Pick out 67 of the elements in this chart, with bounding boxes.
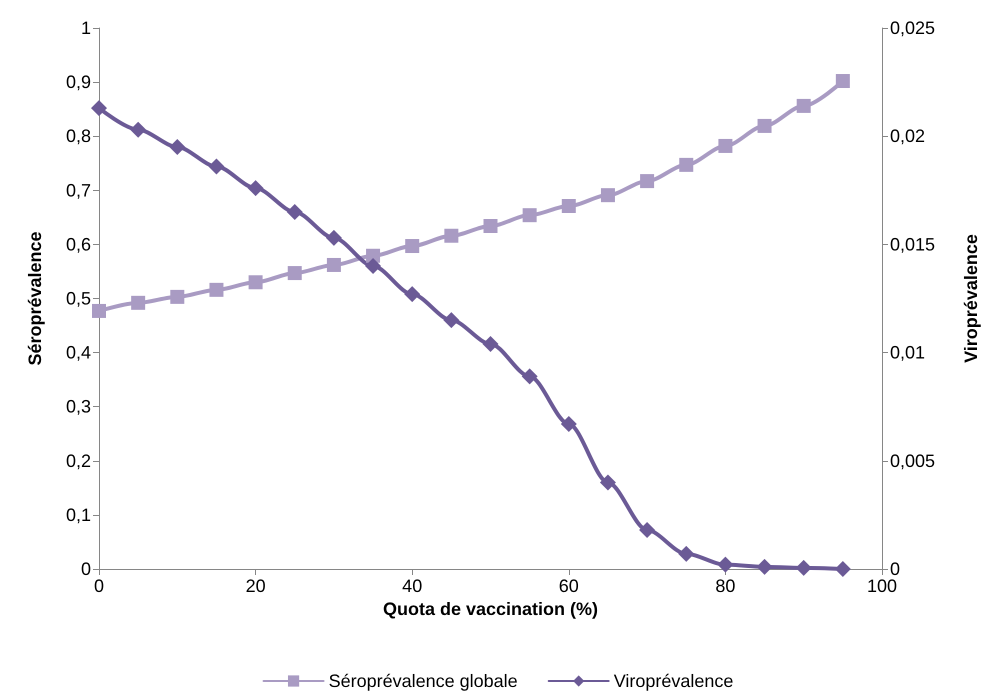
y2-tick-label: 0,02 <box>890 126 926 146</box>
y-axis-title: Séroprévalence <box>25 231 45 366</box>
point <box>640 174 654 188</box>
point <box>443 312 460 328</box>
legend-label: Séroprévalence globale <box>328 671 518 691</box>
point <box>288 266 302 280</box>
point <box>758 118 772 133</box>
x-tick-label: 80 <box>715 576 736 596</box>
point <box>836 74 850 88</box>
y-tick-label: 0,8 <box>66 126 91 146</box>
point <box>326 230 342 246</box>
point <box>248 180 264 196</box>
y2-tick-label: 0,01 <box>890 342 926 363</box>
point <box>248 275 263 290</box>
y-tick-label: 0,6 <box>66 234 91 254</box>
point <box>91 100 107 116</box>
y2-tick-label: 0,025 <box>890 18 936 38</box>
point <box>679 158 694 172</box>
y-tick-label: 1 <box>80 18 91 38</box>
point <box>600 188 615 202</box>
y2-axis-title: Viroprévalence <box>961 234 981 363</box>
x-tick-label: 0 <box>94 576 104 596</box>
x-tick-label: 100 <box>866 576 898 596</box>
point <box>756 558 773 575</box>
point <box>560 416 577 432</box>
point <box>717 556 734 573</box>
point <box>718 138 732 153</box>
point <box>405 239 420 254</box>
point <box>522 368 538 384</box>
y-tick-label: 0,1 <box>66 504 91 525</box>
y2-tick-label: 0,005 <box>890 450 936 471</box>
point <box>169 139 186 156</box>
point <box>522 208 537 222</box>
point <box>796 98 811 113</box>
x-tick-label: 20 <box>246 576 266 596</box>
point <box>600 474 616 490</box>
point <box>678 546 694 562</box>
point <box>796 560 812 576</box>
point <box>484 219 498 234</box>
point <box>639 522 656 538</box>
legend-label: Viroprévalence <box>614 671 734 691</box>
point <box>92 304 106 318</box>
point <box>834 561 851 577</box>
x-tick-label: 60 <box>558 576 579 596</box>
point <box>404 286 420 302</box>
y-tick-label: 0 <box>80 559 91 579</box>
x-axis-title: Quota de vaccination (%) <box>382 598 598 619</box>
point <box>130 122 146 138</box>
y2-tick-label: 0 <box>890 559 900 579</box>
x-tick-label: 40 <box>402 576 422 596</box>
point <box>365 258 382 274</box>
point <box>208 158 224 174</box>
point <box>326 258 341 272</box>
point <box>444 228 458 243</box>
y-tick-label: 0,9 <box>66 72 91 92</box>
y2-tick-label: 0,015 <box>890 234 936 254</box>
point <box>482 336 498 352</box>
y-tick-label: 0,2 <box>66 450 91 471</box>
y-tick-label: 0,4 <box>66 342 91 363</box>
point <box>562 198 576 213</box>
y-tick-label: 0,7 <box>66 180 91 200</box>
point <box>170 290 184 304</box>
y-tick-label: 0,5 <box>66 288 91 308</box>
point <box>209 282 224 297</box>
point <box>131 296 146 310</box>
point <box>286 204 303 220</box>
y-tick-label: 0,3 <box>66 396 91 417</box>
